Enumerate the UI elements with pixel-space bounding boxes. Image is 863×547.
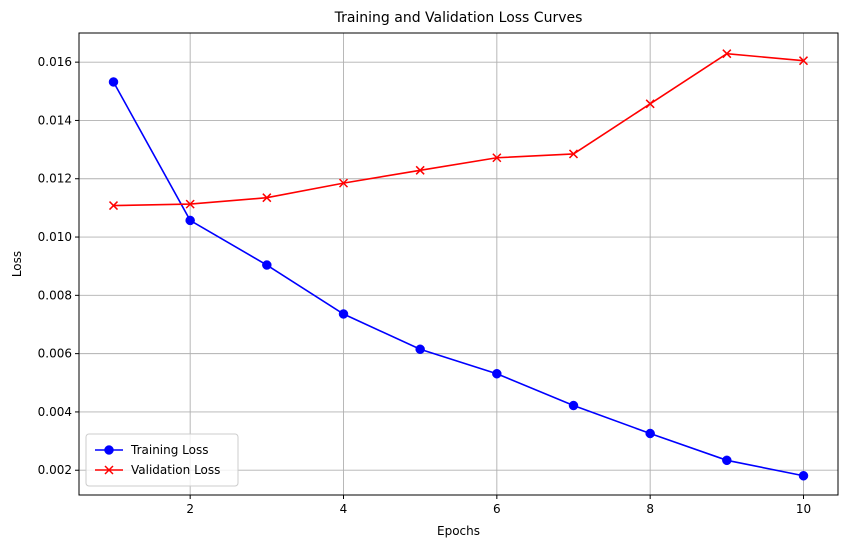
y-tick-label: 0.006 (38, 347, 72, 361)
series-line (112, 81, 804, 477)
data-point (108, 201, 119, 211)
data-point (108, 77, 119, 87)
y-tick-label: 0.002 (38, 463, 72, 477)
series-line (113, 52, 804, 207)
data-point (645, 99, 655, 109)
legend-entry: Training Loss (95, 443, 208, 457)
data-point (338, 178, 349, 188)
legend-marker (104, 465, 114, 475)
chart-title: Training and Validation Loss Curves (334, 10, 583, 26)
data-point (185, 199, 195, 209)
data-point (415, 344, 425, 355)
axis-ticks: 2 4 6 8 10 0.002 0.004 0.006 0.008 0.010 0.012 0.01… (38, 55, 812, 516)
y-tick-label: 0.012 (38, 172, 72, 186)
series-layer (108, 49, 809, 481)
data-point (568, 400, 579, 411)
y-axis-label: Loss (10, 251, 24, 277)
y-tick-label: 0.014 (38, 113, 72, 127)
y-tick-label: 0.016 (38, 55, 72, 69)
x-tick-label: 4 (340, 502, 348, 516)
x-axis-label: Epochs (437, 524, 480, 538)
y-tick-label: 0.004 (38, 405, 72, 419)
x-tick-label: 8 (646, 502, 654, 516)
y-tick-label: 0.010 (38, 230, 72, 244)
data-point (338, 309, 349, 319)
x-tick-label: 6 (493, 502, 501, 516)
legend-box (85, 433, 239, 487)
legend-label: Training Loss (130, 443, 208, 457)
data-point (568, 149, 579, 159)
data-point (492, 153, 502, 163)
x-tick-label: 2 (186, 502, 194, 516)
data-point (798, 471, 809, 481)
legend-marker (104, 445, 114, 455)
legend-label: Validation Loss (131, 463, 220, 477)
data-point (262, 193, 272, 203)
x-tick-label: 10 (796, 502, 811, 516)
plot-area-frame (78, 32, 839, 496)
data-point (722, 49, 732, 59)
legend: Training Loss Validation Loss (85, 433, 239, 487)
data-point (262, 260, 272, 270)
data-point (492, 368, 502, 379)
data-point (185, 215, 195, 226)
data-point (798, 56, 809, 66)
legend-entry: Validation Loss (95, 463, 220, 477)
data-point (645, 428, 655, 439)
series-validation-loss (108, 49, 809, 211)
data-point (415, 165, 425, 175)
y-tick-label: 0.008 (38, 288, 72, 302)
data-point (722, 455, 732, 466)
series-training-loss (108, 77, 809, 481)
grid (79, 33, 838, 495)
